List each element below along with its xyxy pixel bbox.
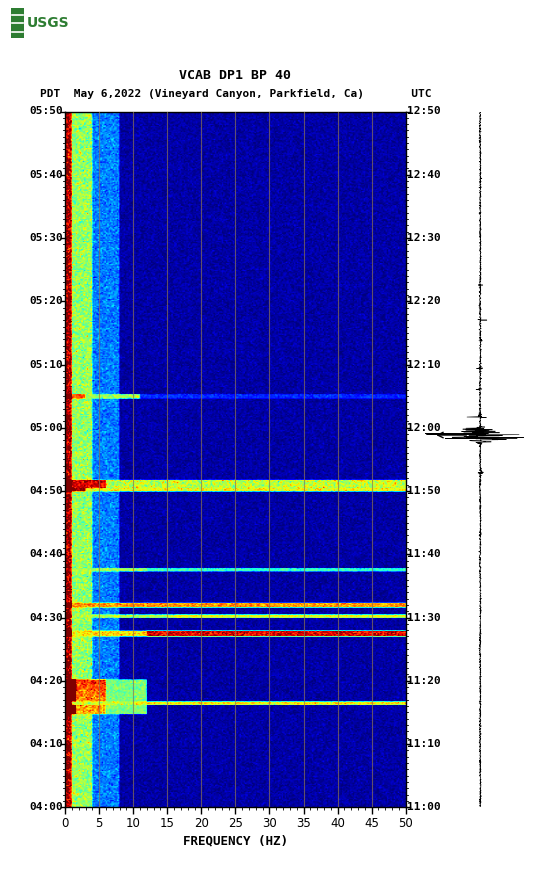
Text: USGS: USGS <box>26 16 69 30</box>
Text: 05:40: 05:40 <box>30 169 63 180</box>
Text: 04:40: 04:40 <box>30 549 63 559</box>
Text: 04:10: 04:10 <box>30 739 63 749</box>
Text: 04:20: 04:20 <box>30 676 63 686</box>
Text: 11:00: 11:00 <box>407 802 441 813</box>
Text: 12:30: 12:30 <box>407 233 441 243</box>
Text: 04:30: 04:30 <box>30 613 63 623</box>
Text: 05:00: 05:00 <box>30 423 63 433</box>
Text: 04:00: 04:00 <box>30 802 63 813</box>
Text: 04:50: 04:50 <box>30 486 63 496</box>
Text: PDT  May 6,2022 (Vineyard Canyon, Parkfield, Ca)       UTC: PDT May 6,2022 (Vineyard Canyon, Parkfie… <box>40 88 431 99</box>
Text: 05:50: 05:50 <box>30 106 63 117</box>
Text: 12:50: 12:50 <box>407 106 441 117</box>
FancyBboxPatch shape <box>11 8 24 38</box>
Text: 11:40: 11:40 <box>407 549 441 559</box>
Text: 12:20: 12:20 <box>407 296 441 306</box>
Text: 05:20: 05:20 <box>30 296 63 306</box>
Text: 12:40: 12:40 <box>407 169 441 180</box>
Text: 12:10: 12:10 <box>407 359 441 369</box>
X-axis label: FREQUENCY (HZ): FREQUENCY (HZ) <box>183 834 288 847</box>
Text: VCAB DP1 BP 40: VCAB DP1 BP 40 <box>179 70 291 82</box>
Text: 12:00: 12:00 <box>407 423 441 433</box>
Text: 11:20: 11:20 <box>407 676 441 686</box>
Text: 11:50: 11:50 <box>407 486 441 496</box>
Text: 11:30: 11:30 <box>407 613 441 623</box>
Text: 05:30: 05:30 <box>30 233 63 243</box>
Text: 11:10: 11:10 <box>407 739 441 749</box>
Text: 05:10: 05:10 <box>30 359 63 369</box>
